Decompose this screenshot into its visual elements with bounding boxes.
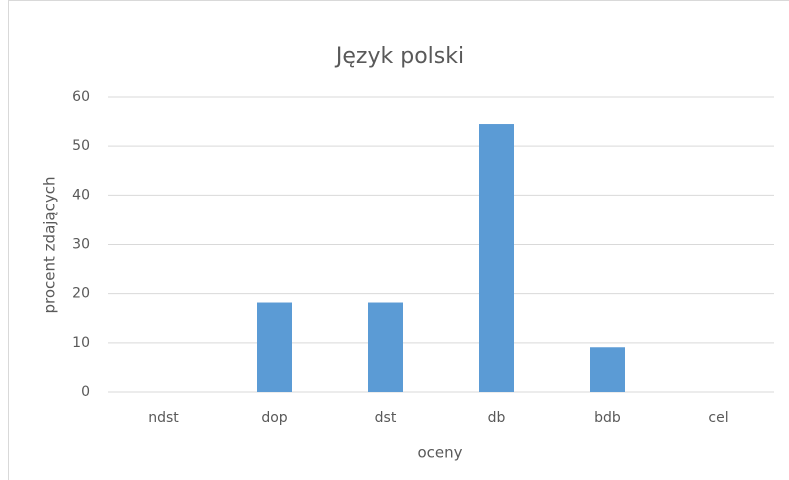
y-tick-label: 50 (72, 138, 90, 154)
x-tick-label: dst (375, 410, 397, 426)
x-tick-label: ndst (148, 410, 179, 426)
chart-border (8, 0, 789, 480)
y-tick-label: 20 (72, 286, 90, 302)
x-tick-label: db (488, 410, 506, 426)
y-tick-label: 10 (72, 335, 90, 351)
y-axis-label: procent zdających (41, 177, 59, 314)
y-tick-label: 0 (81, 384, 90, 400)
bar (590, 347, 625, 392)
y-tick-label: 30 (72, 237, 90, 253)
x-tick-label: dop (261, 410, 287, 426)
y-tick-label: 60 (72, 89, 90, 105)
x-tick-label: cel (708, 410, 728, 426)
bar (257, 302, 292, 392)
chart-title: Język polski (334, 44, 464, 69)
x-tick-label: bdb (594, 410, 621, 426)
x-axis-label: oceny (417, 444, 462, 462)
bar (479, 124, 514, 393)
y-tick-label: 40 (72, 187, 90, 203)
bar (368, 302, 403, 392)
